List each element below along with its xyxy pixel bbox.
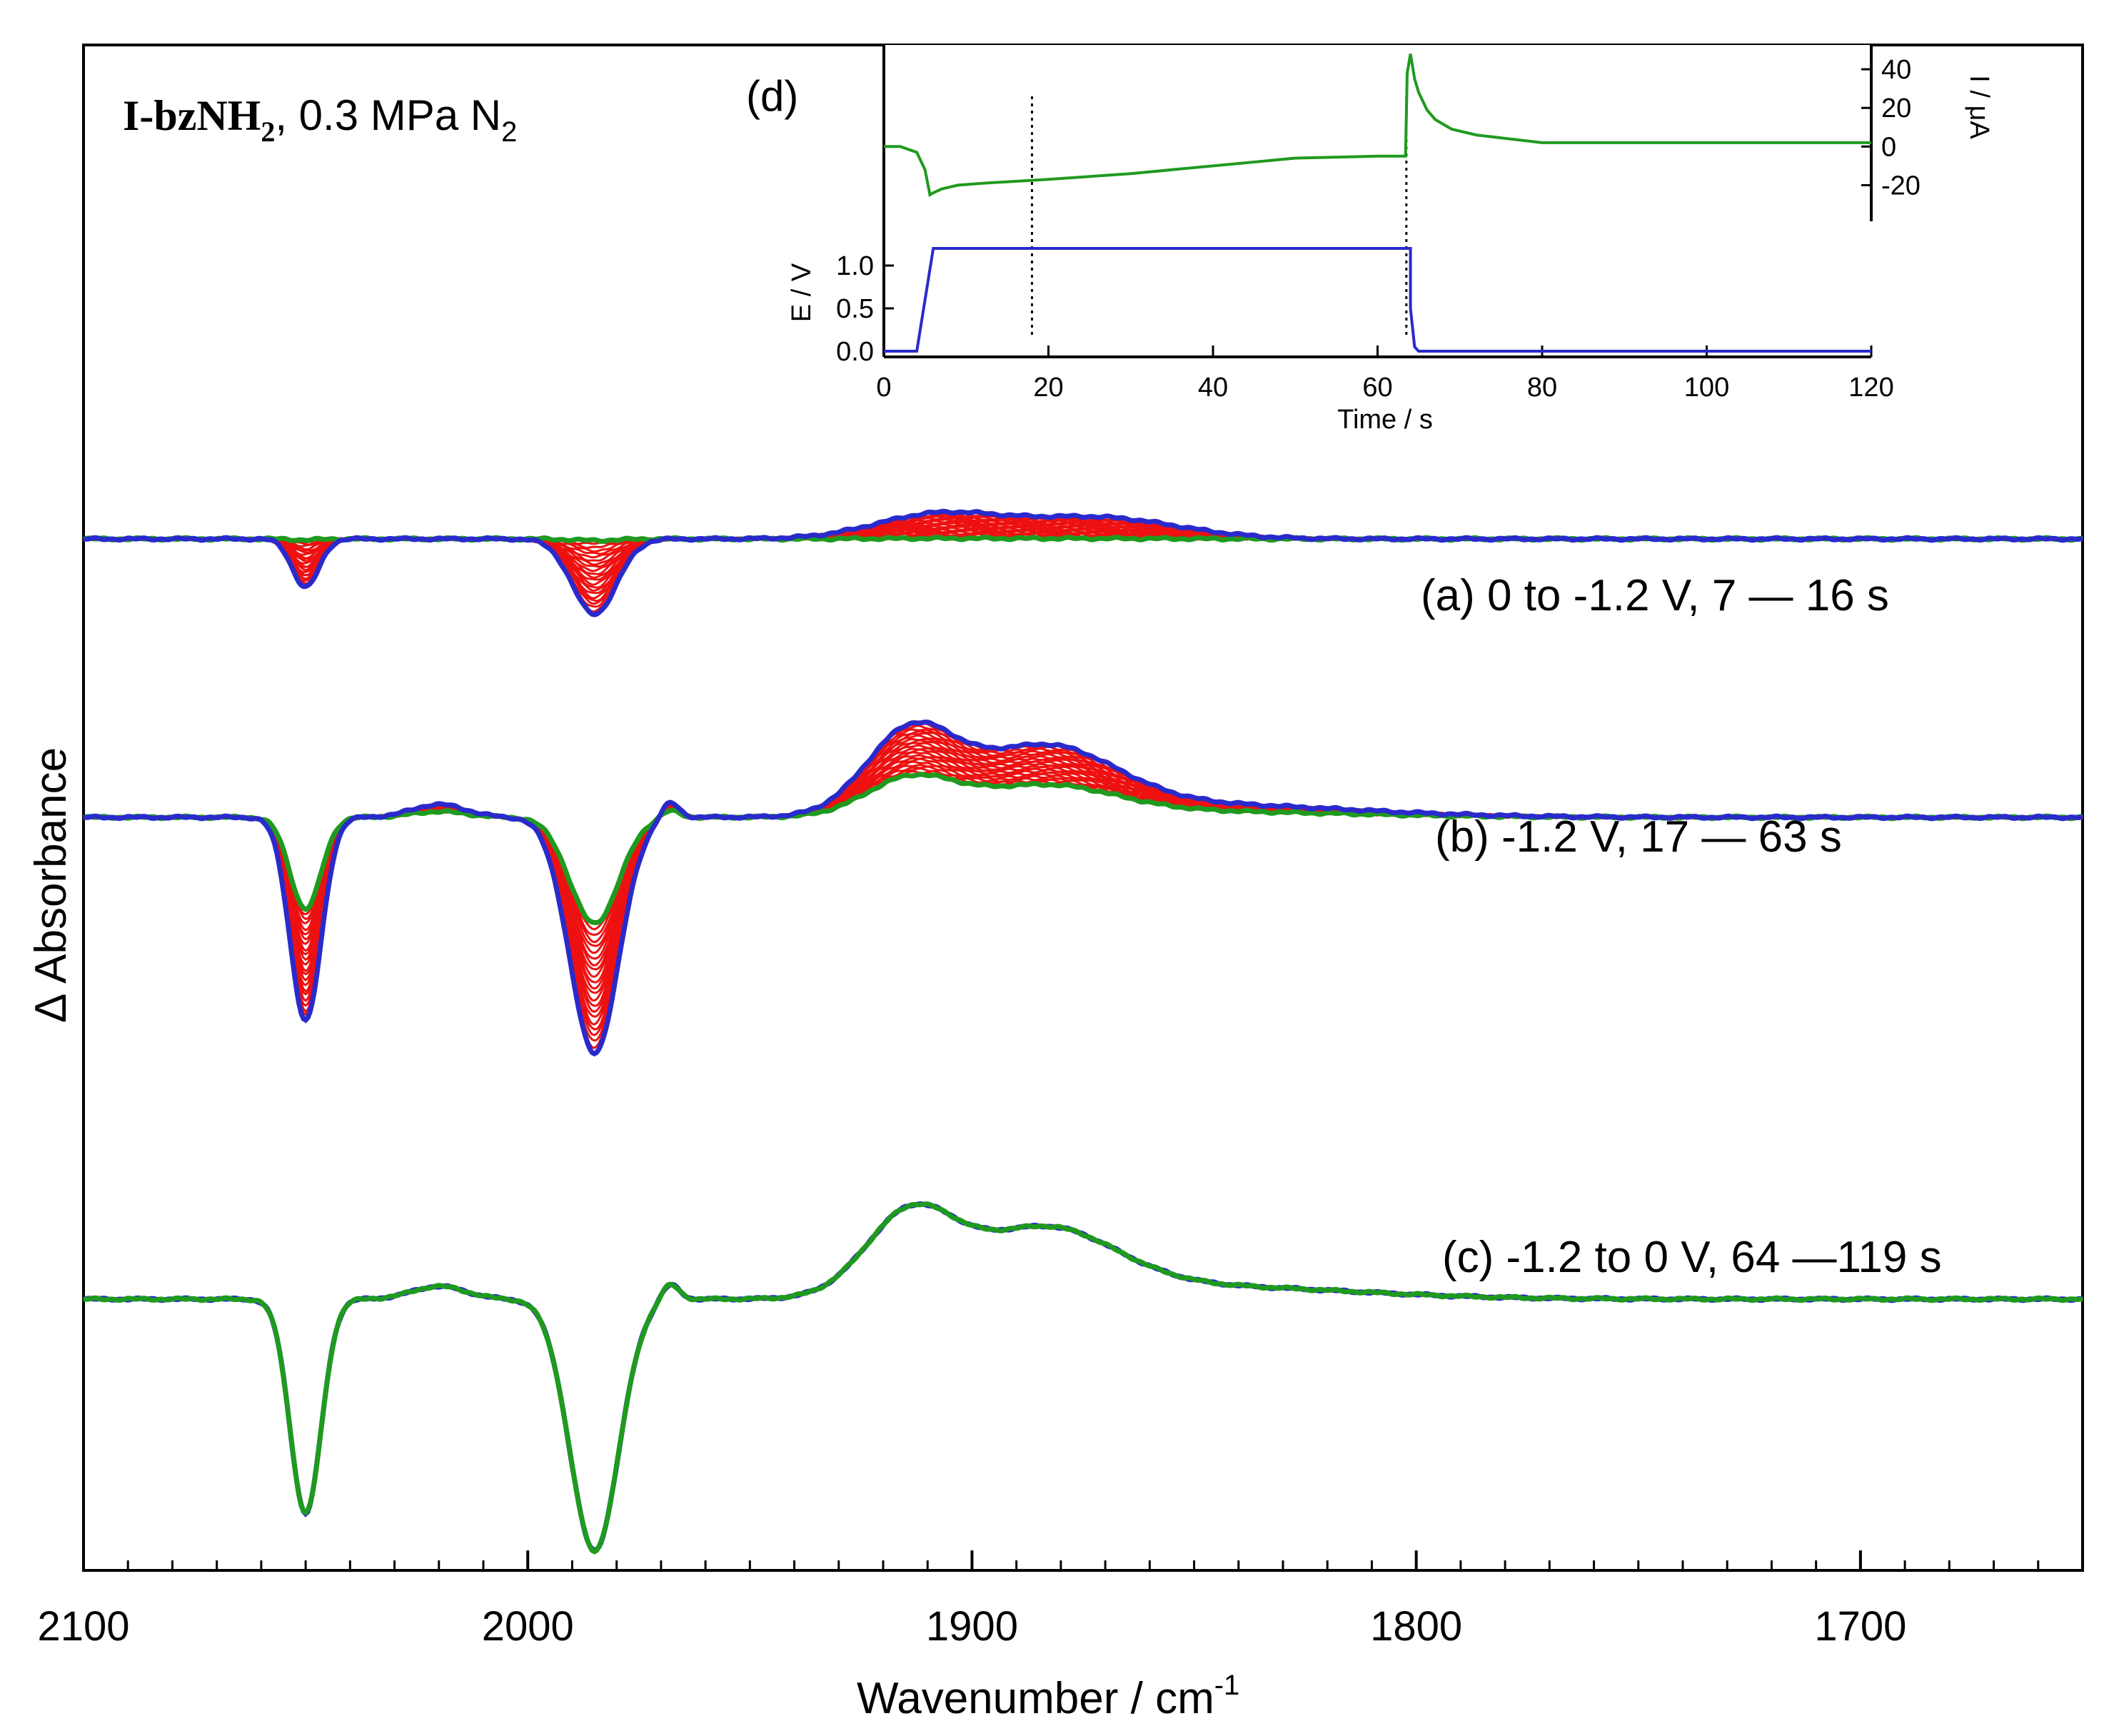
spectrum-c-last xyxy=(83,1201,2083,1555)
panel-a-label: (a) 0 to -1.2 V, 7 — 16 s xyxy=(1421,571,1889,620)
inset-frame xyxy=(884,45,1871,359)
x-axis-label-sup: -1 xyxy=(1214,1670,1240,1701)
inset-trace-current xyxy=(884,54,1871,198)
main-title: I-bzNH2, 0.3 MPa N2 xyxy=(123,91,517,148)
spectrum-b-last xyxy=(83,720,2083,1057)
x-axis-label: Wavenumber / cm-1 xyxy=(857,1670,1239,1723)
inset-x-tick-label: 0 xyxy=(876,373,891,403)
inset-x-tick-label: 80 xyxy=(1527,373,1557,403)
inset-x-tick-label: 120 xyxy=(1848,373,1893,403)
inset-panel-label: (d) xyxy=(746,72,798,120)
inset-right-tick-label: 20 xyxy=(1881,94,1911,123)
x-axis-label-text: Wavenumber / cm xyxy=(857,1674,1214,1723)
spectrum-a-last xyxy=(83,508,2083,617)
inset-left-tick-label: 0.5 xyxy=(836,294,874,324)
x-tick-label: 2100 xyxy=(37,1603,129,1650)
inset-left-tick-label: 1.0 xyxy=(836,251,874,281)
inset-x-tick-label: 60 xyxy=(1362,373,1392,403)
y-axis-label: Δ Absorbance xyxy=(26,747,76,1023)
title-condition-sub: 2 xyxy=(501,116,517,148)
inset-right-axis-label: I / μA xyxy=(1964,75,1994,139)
x-tick-label: 1900 xyxy=(926,1603,1018,1650)
title-compound-sub: 2 xyxy=(261,116,275,148)
inset-x-tick-label: 40 xyxy=(1198,373,1228,403)
x-tick-label: 1800 xyxy=(1370,1603,1462,1650)
title-condition: , 0.3 MPa N xyxy=(275,91,501,139)
inset-trace-potential xyxy=(884,247,1871,353)
x-tick-label: 2000 xyxy=(482,1603,574,1650)
inset-left-axis-label: E / V xyxy=(787,263,817,322)
inset-right-tick-label: -20 xyxy=(1881,171,1921,201)
x-tick-label: 1700 xyxy=(1814,1603,1906,1650)
panel-b-label: (b) -1.2 V, 17 — 63 s xyxy=(1435,812,1842,862)
inset-right-tick-label: 40 xyxy=(1881,55,1911,85)
inset-x-tick-label: 20 xyxy=(1033,373,1063,403)
title-compound: I-bzNH xyxy=(123,92,261,139)
inset-right-tick-label: 0 xyxy=(1881,132,1896,162)
inset-x-tick-label: 100 xyxy=(1684,373,1729,403)
panel-c-label: (c) -1.2 to 0 V, 64 —119 s xyxy=(1442,1233,1942,1282)
inset-x-axis-label: Time / s xyxy=(1337,405,1433,435)
inset-left-tick-label: 0.0 xyxy=(836,337,874,367)
